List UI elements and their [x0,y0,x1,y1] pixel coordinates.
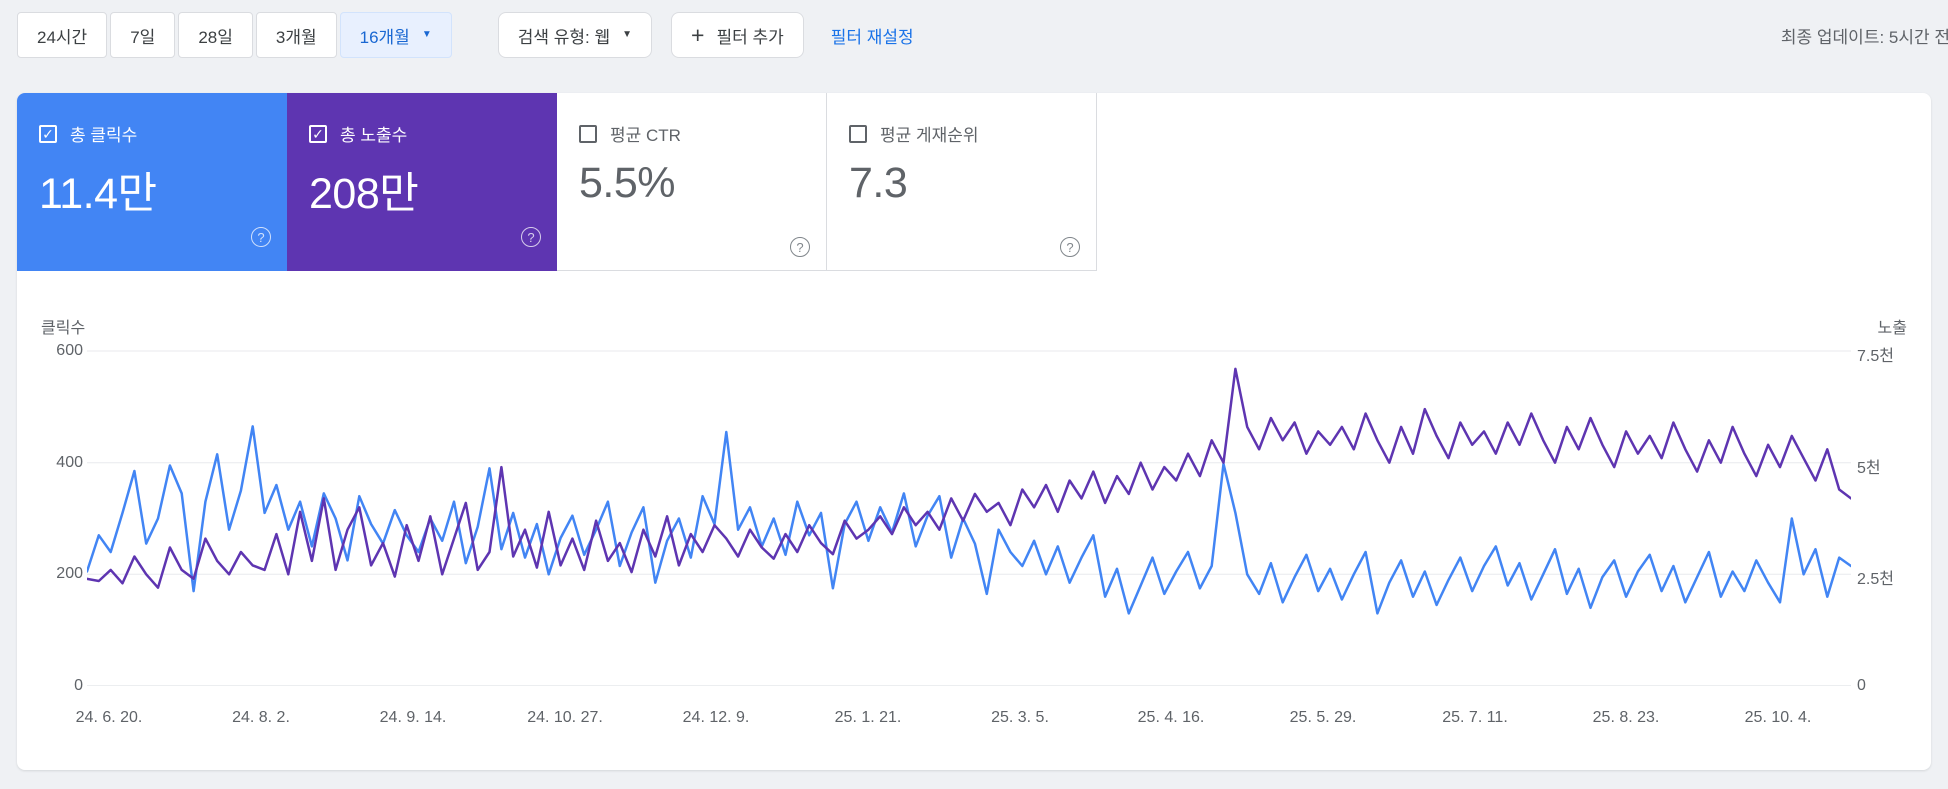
x-axis-label: 25. 5. 29. [1289,709,1357,726]
metric-value: 5.5% [579,159,676,207]
help-icon[interactable]: ? [1060,237,1080,257]
checkbox-avg-position[interactable] [849,124,867,143]
add-filter-button[interactable]: + 필터 추가 [671,12,804,58]
series-line-impressions [87,367,1851,589]
add-filter-label: 필터 추가 [716,27,784,47]
left-axis-tick: 0 [74,677,83,694]
date-range-chip-7d[interactable]: 7일 [110,12,176,58]
x-axis-label: 24. 8. 2. [232,709,290,726]
search-type-label: 검색 유형: 웹 [517,27,611,47]
checkbox-total-clicks[interactable]: ✓ [39,124,57,143]
metric-value: 11.4만 [39,170,157,218]
x-axis-label: 25. 4. 16. [1137,709,1205,726]
date-range-chip-3m[interactable]: 3개월 [255,12,337,58]
series-line-clicks [87,425,1851,615]
metric-card-avg-ctr[interactable]: 평균 CTR 5.5%? [557,93,827,271]
right-axis-tick: 2.5천 [1857,571,1894,588]
help-icon[interactable]: ? [251,227,271,247]
left-axis-title: 클릭수 [41,320,86,337]
metric-header: ✓ 총 클릭수 [39,121,265,146]
performance-panel: ✓ 총 클릭수 11.4만? ✓ 총 노출수 208만? 평균 CTR 5.5%? 평균 게재순… [17,93,1931,770]
checkbox-avg-ctr[interactable] [579,124,597,143]
metric-header: 평균 CTR [579,121,804,146]
right-axis-title: 노출 [1877,320,1907,337]
metric-value: 7.3 [849,159,908,207]
date-range-chip-28d[interactable]: 28일 [178,12,253,58]
metric-label: 총 노출수 [340,126,408,145]
metric-header: 평균 게재순위 [849,121,1074,146]
right-axis-tick: 7.5천 [1857,348,1894,365]
last-updated-text: 최종 업데이트: 5시간 전 [1780,27,1948,47]
date-range-label: 24시간 [37,27,88,47]
x-axis-label: 25. 10. 4. [1744,709,1812,726]
x-axis-label: 24. 12. 9. [682,709,750,726]
date-range-group: 24시간 7일 28일 3개월 16개월 ▼ [17,12,452,58]
metric-card-total-impressions[interactable]: ✓ 총 노출수 208만? [287,93,557,271]
date-range-label: 3개월 [275,27,317,47]
x-axis-label: 25. 8. 23. [1592,709,1660,726]
help-icon[interactable]: ? [790,237,810,257]
chevron-down-icon: ▼ [622,29,633,40]
metric-header: ✓ 총 노출수 [309,121,535,146]
date-range-label: 16개월 [359,27,410,47]
toolbar: 24시간 7일 28일 3개월 16개월 ▼ 검색 유형: 웹 ▼ + 필터 추가 필터 … [17,12,1948,58]
x-axis-label: 25. 3. 5. [991,709,1049,726]
metric-card-avg-position[interactable]: 평균 게재순위 7.3? [827,93,1097,271]
search-type-filter[interactable]: 검색 유형: 웹 ▼ [497,12,653,58]
date-range-label: 28일 [198,27,233,47]
date-range-chip-24h[interactable]: 24시간 [17,12,108,58]
left-axis-tick: 600 [56,342,83,359]
plus-icon: + [691,21,705,48]
left-axis-tick: 200 [56,565,83,582]
chevron-down-icon: ▼ [421,29,432,40]
help-icon[interactable]: ? [521,227,541,247]
metric-value: 208만 [309,170,419,218]
metric-label: 총 클릭수 [70,126,138,145]
x-axis-label: 24. 6. 20. [75,709,143,726]
x-axis-label: 25. 1. 21. [834,709,902,726]
right-axis-tick: 0 [1857,677,1866,694]
date-range-chip-16m[interactable]: 16개월 ▼ [339,12,452,58]
x-axis-label: 24. 10. 27. [527,709,603,726]
left-axis-tick: 400 [56,454,83,471]
checkbox-total-impressions[interactable]: ✓ [309,124,327,143]
metric-label: 평균 게재순위 [880,126,979,145]
reset-filters-link[interactable]: 필터 재설정 [830,27,914,47]
x-axis-label: 24. 9. 14. [379,709,447,726]
metric-card-total-clicks[interactable]: ✓ 총 클릭수 11.4만? [17,93,287,271]
metric-label: 평균 CTR [610,126,681,145]
right-axis-tick: 5천 [1857,460,1881,477]
date-range-label: 7일 [130,27,156,47]
metrics-row: ✓ 총 클릭수 11.4만? ✓ 총 노출수 208만? 평균 CTR 5.5%? 평균 게재순… [17,93,1931,271]
performance-line-chart[interactable] [87,293,1851,686]
x-axis-label: 25. 7. 11. [1442,709,1508,726]
